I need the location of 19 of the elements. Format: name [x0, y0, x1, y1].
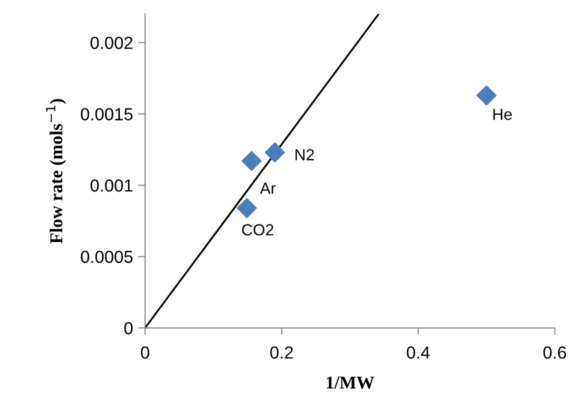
y-tick-label: 0.002	[90, 36, 132, 50]
annotation: He	[493, 108, 512, 120]
y-axis-title: Flow rate (mols$^{−1}$)	[46, 98, 66, 244]
x-tick-label: 0.2	[270, 346, 293, 359]
point	[242, 150, 262, 172]
y-tick-label: 0	[124, 322, 133, 334]
annotation: CO2	[242, 224, 274, 236]
x-axis-title: 1/MW	[326, 376, 374, 389]
annotation: N2	[296, 149, 314, 160]
y-tick-label: 0.001	[90, 179, 132, 192]
y-tick-label: 0.0005	[80, 250, 133, 264]
x-tick-label: 0.4	[406, 346, 430, 359]
x-tick-label: 0	[140, 346, 150, 359]
point	[476, 85, 497, 106]
point	[236, 198, 257, 218]
annotation: Ar	[260, 182, 276, 194]
x-tick-label: 0.6	[543, 346, 566, 359]
y-tick-label: 0.0015	[80, 108, 133, 120]
point	[264, 142, 285, 162]
